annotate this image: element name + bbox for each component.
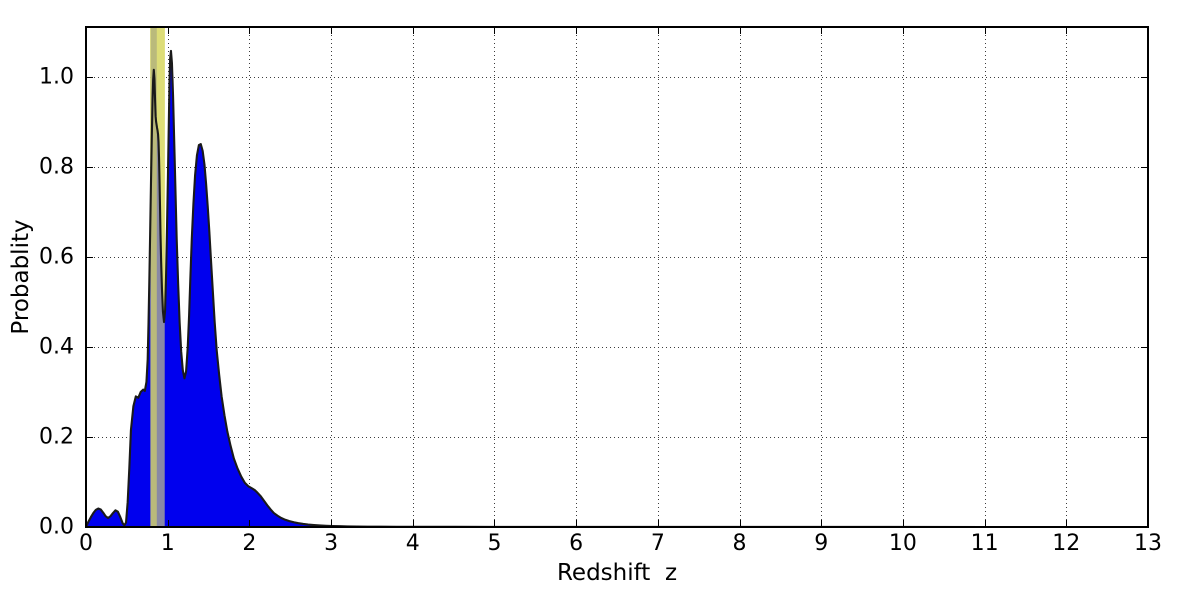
- axes-frame: [85, 26, 1149, 528]
- x-tick-label: 11: [970, 531, 999, 556]
- y-tick-label: 0.6: [39, 244, 74, 270]
- pdf-fill: [86, 50, 985, 527]
- x-tick-label: 8: [732, 531, 747, 556]
- x-axis-title: Redshift z: [556, 560, 678, 586]
- y-tick-label: 0.0: [39, 514, 74, 540]
- x-tick-label: 5: [487, 531, 502, 556]
- plot-background: [86, 27, 1148, 527]
- x-tick-label: 0: [79, 531, 93, 556]
- x-tick-label: 1: [160, 531, 175, 556]
- y-tick-label: 1.0: [39, 64, 74, 90]
- x-tick-label: 12: [1052, 531, 1081, 556]
- y-tick-label: 0.2: [39, 424, 74, 450]
- y-tick-label: 0.4: [39, 334, 74, 360]
- x-tick-label: 7: [650, 531, 665, 556]
- gridlines: [86, 27, 1148, 527]
- pdf-series: [86, 27, 985, 527]
- tick-marks: [85, 27, 1150, 529]
- x-tick-label: 4: [405, 531, 420, 556]
- x-tick-label: 6: [569, 531, 584, 556]
- x-tick-label: 10: [888, 531, 917, 556]
- y-axis-title: Probablity: [8, 219, 34, 335]
- x-tick-label: 2: [242, 531, 257, 556]
- x-tick-label: 13: [1134, 531, 1162, 556]
- spec-z-band-overlay: [150, 27, 165, 527]
- pdf-outline: [86, 49, 985, 527]
- x-tick-label: 3: [324, 531, 339, 556]
- y-tick-label: 0.8: [39, 154, 74, 180]
- x-tick-label: 9: [814, 531, 829, 556]
